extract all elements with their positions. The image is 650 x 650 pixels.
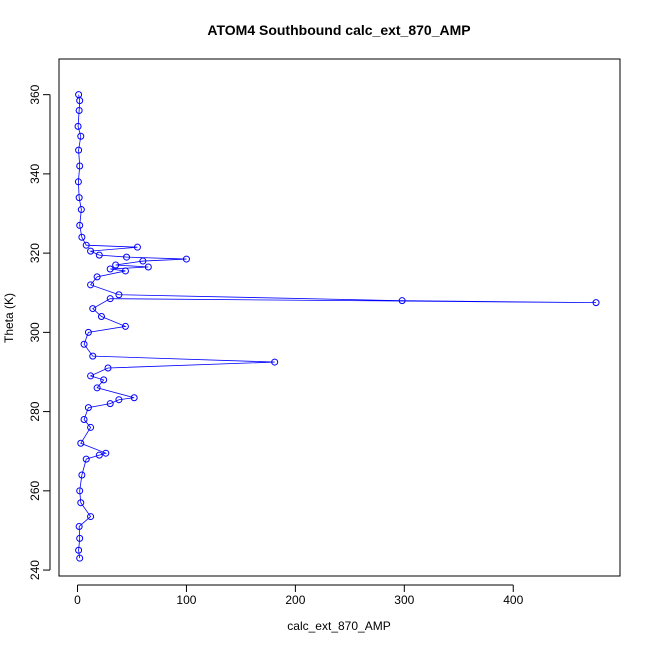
data-point [76,221,84,229]
data-point [93,384,101,392]
data-point [80,416,88,424]
y-tick-label: 360 [28,84,42,104]
data-point [97,313,105,321]
data-point [95,251,103,259]
x-tick-label: 0 [74,593,81,607]
data-point [182,255,190,263]
data-point [106,400,114,408]
x-tick-label: 200 [285,593,305,607]
data-point [74,178,82,186]
data-point [592,299,600,307]
data-point [76,554,84,562]
y-axis-label: Theta (K) [2,293,16,343]
data-point [271,358,279,366]
data-point [104,364,112,372]
x-axis: 0 100 200 300 400 [74,584,524,607]
y-tick-label: 340 [28,164,42,184]
data-point [82,455,90,463]
data-point [89,305,97,313]
data-point [100,376,108,384]
data-point [82,241,90,249]
data-point [75,107,83,115]
y-tick-label: 260 [28,480,42,500]
data-point [84,328,92,336]
x-tick-label: 400 [503,593,523,607]
y-tick-label: 240 [28,560,42,580]
data-point [76,487,84,495]
data-point [398,297,406,305]
y-tick-label: 300 [28,322,42,342]
data-point [123,253,131,261]
data-point [139,257,147,265]
data-point [130,394,138,402]
data-point [78,471,86,479]
x-axis-label: calc_ext_870_AMP [287,619,390,633]
data-point [144,263,152,271]
data-series [74,91,600,562]
data-point [121,267,129,275]
data-point [75,546,83,554]
data-point [84,404,92,412]
x-tick-label: 300 [394,593,414,607]
data-point [87,423,95,431]
data-point [77,206,85,214]
data-point [77,132,85,140]
data-point [75,522,83,530]
data-point [115,396,123,404]
data-point [133,243,141,251]
data-point [80,340,88,348]
data-point [77,439,85,447]
data-point [112,261,120,269]
chart-title: ATOM4 Southbound calc_ext_870_AMP [207,22,470,38]
y-tick-label: 280 [28,401,42,421]
x-tick-label: 100 [176,593,196,607]
y-tick-label: 320 [28,243,42,263]
plot-frame [58,58,621,577]
data-point [115,291,123,299]
data-point [93,273,101,281]
data-point [89,352,97,360]
data-point [76,534,84,542]
data-point [106,265,114,273]
data-point [106,295,114,303]
data-point [87,513,95,521]
data-point [76,97,84,105]
data-point [75,194,83,202]
data-point [87,372,95,380]
data-point [121,322,129,330]
y-axis: 240 260 280 300 320 340 360 [28,84,51,580]
data-point [77,499,85,507]
data-point [78,233,86,241]
data-point [76,162,84,170]
data-point [75,146,83,154]
data-point [87,247,95,255]
data-point [95,451,103,459]
data-point [87,281,95,289]
data-point [74,122,82,130]
data-point [102,449,110,457]
